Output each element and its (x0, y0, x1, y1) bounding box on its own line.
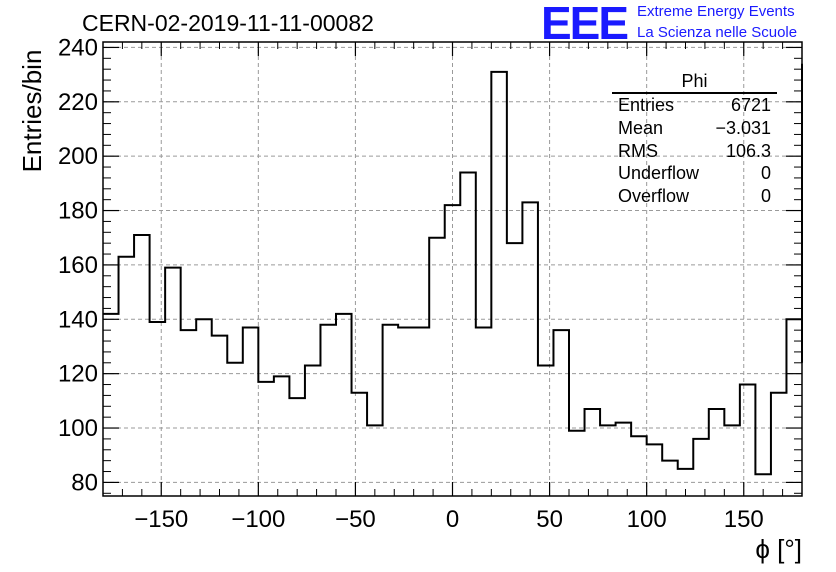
stats-label: RMS (618, 140, 658, 161)
histogram-line (103, 63, 803, 476)
stats-label: Entries (618, 95, 675, 115)
y-tick-label: 240 (58, 34, 98, 61)
stats-value: 106.3 (725, 140, 771, 161)
stats-box: Phi Entries 6721 Mean −3.031 RMS 106.3 Unde… (612, 70, 777, 208)
y-tick-label: 220 (58, 89, 98, 116)
stats-title: Phi (612, 70, 777, 94)
stats-value: −3.031 (715, 117, 771, 138)
stats-label: Underflow (618, 163, 700, 184)
y-tick-label: 100 (58, 415, 98, 442)
x-tick-label: −50 (335, 506, 376, 533)
x-axis-label: ϕ [°] (755, 534, 802, 564)
stats-row: Overflow 0 (612, 185, 777, 208)
stats-row: Mean −3.031 (612, 117, 777, 140)
y-tick-label: 200 (58, 143, 98, 170)
x-tick-label: 0 (446, 506, 459, 533)
y-tick-label: 180 (58, 198, 98, 225)
logo-line-2: La Scienza nelle Scuole (637, 24, 798, 41)
stats-value: 0 (760, 186, 771, 207)
y-axis-label: Entries/bin (17, 49, 47, 173)
eee-logo: EEE (541, 0, 629, 49)
logo-line-1: Extreme Energy Events (637, 3, 795, 20)
y-tick-label: 80 (71, 469, 98, 496)
x-tick-label: 150 (724, 506, 764, 533)
stats-value: 6721 (730, 95, 771, 115)
y-tick-label: 120 (58, 361, 98, 388)
x-tick-label: 100 (627, 506, 667, 533)
x-tick-label: −100 (231, 506, 285, 533)
stats-label: Overflow (618, 186, 690, 207)
chart-title: CERN-02-2019-11-11-00082 (82, 10, 374, 36)
x-tick-label: 50 (536, 506, 563, 533)
y-tick-label: 140 (58, 306, 98, 333)
stats-row: Underflow 0 (612, 162, 777, 185)
y-tick-label: 160 (58, 252, 98, 279)
stats-row: RMS 106.3 (612, 140, 777, 163)
stats-value: 0 (760, 163, 771, 184)
stats-label: Mean (618, 117, 664, 138)
stats-row: Entries 6721 (612, 94, 777, 117)
x-tick-label: −150 (134, 506, 188, 533)
